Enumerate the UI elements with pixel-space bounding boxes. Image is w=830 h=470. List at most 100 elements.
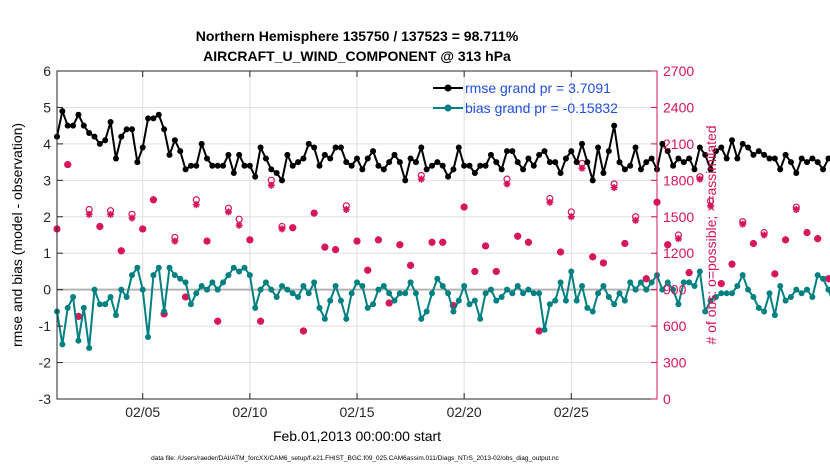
obs-assimilated-marker (460, 203, 468, 211)
rmse-point (814, 159, 821, 166)
bias-point (670, 286, 677, 293)
bias-point (536, 290, 543, 297)
rmse-point (241, 162, 248, 169)
bias-point (514, 283, 521, 290)
rmse-point (766, 155, 773, 162)
bias-point (412, 290, 419, 297)
x-axis: 02/05 02/10 02/15 02/20 02/25 (125, 71, 589, 420)
rmse-point (595, 144, 602, 151)
rmse-point (129, 126, 135, 133)
rmse-point (236, 151, 243, 158)
rmse-point (573, 159, 580, 166)
bias-point (343, 315, 350, 322)
bias-point (761, 308, 768, 315)
rmse-point (755, 148, 762, 155)
obs-assimilated-marker (396, 241, 404, 249)
obs-assimilated-marker (814, 235, 822, 243)
obs-assimilated-marker (749, 240, 757, 248)
x-tick-label: 02/25 (554, 404, 589, 420)
bias-point (487, 286, 494, 293)
x-tick-label: 02/20 (447, 404, 482, 420)
rmse-point (348, 162, 355, 169)
obs-assimilated-marker (610, 184, 618, 192)
bias-point (498, 293, 505, 300)
rmse-point (552, 159, 559, 166)
bias-point (182, 279, 189, 286)
rmse-point (70, 122, 77, 129)
rmse-point (579, 140, 585, 147)
obs-assimilated-marker (353, 237, 361, 245)
rmse-point (268, 166, 275, 173)
rmse-point (568, 148, 575, 155)
obs-assimilated-marker (332, 246, 340, 254)
bias-point (734, 283, 741, 290)
obs-assimilated-marker (407, 261, 415, 269)
rmse-point (536, 151, 543, 158)
y-right-tick-label: 1500 (663, 209, 694, 225)
bias-point (461, 283, 468, 290)
bias-point (439, 283, 446, 290)
bias-point (295, 293, 302, 300)
bias-point (284, 286, 291, 293)
rmse-point (482, 162, 489, 169)
bias-point (686, 279, 693, 286)
bias-point (552, 297, 559, 304)
obs-assimilated-marker (685, 269, 693, 277)
obs-assimilated-marker (696, 175, 704, 183)
y-left-tick-label: -2 (39, 355, 52, 371)
bias-point (782, 297, 789, 304)
y-left-tick-label: 0 (43, 282, 51, 298)
obs-assimilated-marker (85, 210, 93, 218)
bias-point (236, 268, 243, 275)
rmse-point (509, 148, 516, 155)
bias-point (589, 308, 596, 315)
y-right-tick-label: 900 (663, 282, 687, 298)
rmse-point (541, 148, 548, 155)
y-left-tick-label: -3 (39, 391, 52, 407)
bias-point (477, 315, 484, 322)
x-tick-label: 02/05 (125, 404, 160, 420)
rmse-point (343, 159, 350, 166)
rmse-point (670, 162, 677, 169)
rmse-point (793, 170, 800, 177)
bias-point (75, 337, 82, 344)
obs-assimilated-marker (439, 238, 447, 246)
rmse-point (712, 148, 719, 155)
bias-point (637, 279, 644, 286)
bias-point (568, 268, 575, 275)
bias-point (707, 297, 714, 304)
rmse-point (187, 162, 194, 169)
bias-point (691, 283, 698, 290)
rmse-point (295, 159, 302, 166)
rmse-point (729, 137, 735, 144)
obs-assimilated-marker (589, 253, 597, 261)
bias-point (546, 301, 553, 308)
bias-point (273, 293, 280, 300)
rmse-point (311, 144, 318, 151)
rmse-point (520, 166, 527, 173)
obs-assimilated-marker (107, 210, 115, 218)
bias-point (407, 279, 414, 286)
bias-point (241, 264, 248, 271)
rmse-point (327, 155, 334, 162)
bias-point (562, 297, 569, 304)
bias-point (579, 283, 585, 290)
bias-point (96, 301, 103, 308)
obs-assimilated-marker (96, 222, 104, 230)
bias-point (793, 286, 800, 293)
rmse-point (439, 162, 446, 169)
y-axis-left-label: rmse and bias (model - observation) (9, 123, 25, 347)
rmse-point (177, 148, 184, 155)
bias-point (750, 293, 757, 300)
bias-point (659, 286, 666, 293)
bias-point (493, 297, 500, 304)
obs-assimilated-marker (514, 232, 522, 240)
bias-point (809, 293, 816, 300)
rmse-point (723, 155, 730, 162)
rmse-point (155, 111, 162, 118)
obs-assimilated-marker (824, 275, 830, 283)
rmse-point (461, 162, 468, 169)
rmse-point (198, 140, 205, 147)
bias-point (557, 279, 564, 286)
rmse-point (370, 148, 377, 155)
